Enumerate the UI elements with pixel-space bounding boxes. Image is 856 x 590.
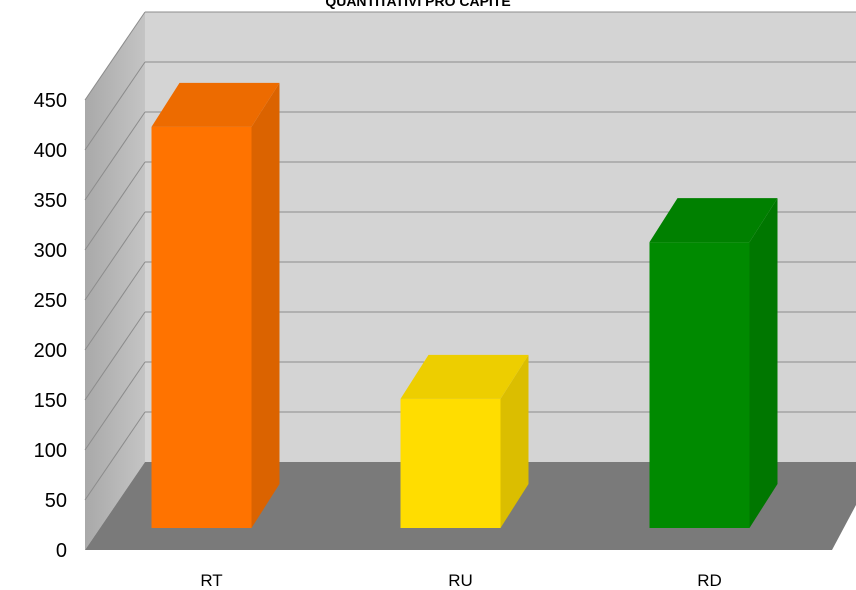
y-tick-label: 150 — [34, 390, 67, 412]
y-tick-label: 0 — [56, 540, 67, 562]
bar-side-face — [500, 354, 529, 528]
bar-ru — [400, 354, 529, 528]
bar-side-face — [251, 82, 280, 528]
gridline-side — [84, 61, 146, 151]
chart-title: QUANTITATIVI PRO CAPITE — [325, 0, 511, 9]
x-category-label: RU — [448, 571, 473, 590]
y-tick-label: 350 — [34, 190, 67, 212]
y-tick-label: 300 — [34, 240, 67, 262]
gridline-side — [84, 411, 146, 501]
bar-top-face — [151, 82, 280, 127]
side-wall — [85, 12, 145, 550]
y-axis: 0 50 100 150 200 250 300 350 400 450 — [34, 90, 67, 562]
y-tick-label: 200 — [34, 340, 67, 362]
y-tick-label: 250 — [34, 290, 67, 312]
gridline-side — [84, 311, 146, 401]
y-tick-label: 100 — [34, 440, 67, 462]
gridline-side — [84, 211, 146, 301]
bar-top-face — [400, 354, 529, 399]
y-tick-label: 400 — [34, 140, 67, 162]
bars — [151, 82, 778, 528]
bar-rd — [649, 198, 778, 528]
y-tick-label: 450 — [34, 90, 67, 112]
x-axis: RT RU RD — [200, 571, 721, 590]
gridline-side — [84, 361, 146, 451]
bar-top-face — [649, 198, 778, 243]
gridline-side — [84, 111, 146, 201]
bar-rt — [151, 82, 280, 528]
x-category-label: RT — [200, 571, 222, 590]
gridline-side — [84, 161, 146, 251]
y-tick-label: 50 — [45, 490, 67, 512]
gridline-side — [84, 11, 146, 101]
bar-side-face — [749, 198, 778, 528]
bar-front-face — [400, 398, 501, 528]
bar-front-face — [649, 242, 750, 528]
x-category-label: RD — [697, 571, 722, 590]
gridline-side — [84, 261, 146, 351]
bar-front-face — [151, 126, 252, 528]
